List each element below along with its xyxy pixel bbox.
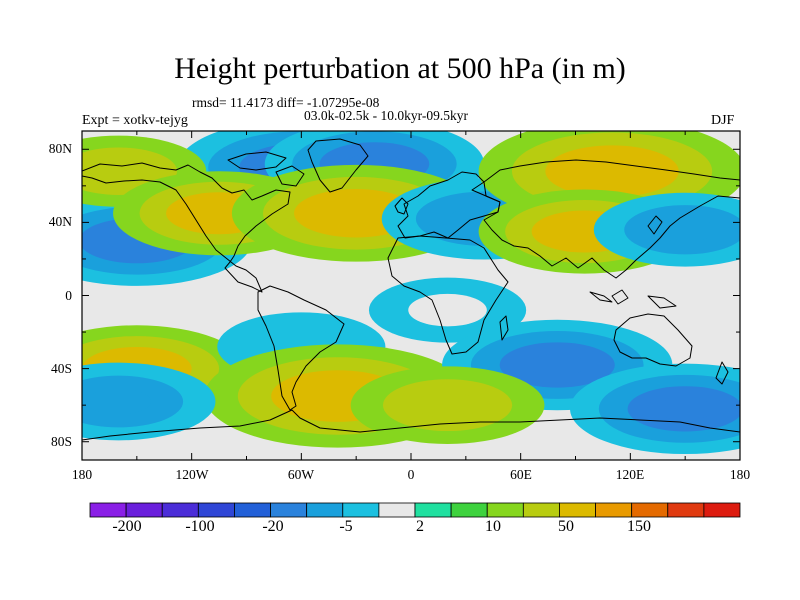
coast-europe [397, 171, 501, 239]
stats-text: rmsd= 11.4173 diff= -1.07295e-08 [192, 95, 380, 110]
colorbar-box [559, 502, 596, 518]
colorbar-box [89, 502, 127, 518]
season-label: DJF [711, 113, 735, 128]
colorbar-box [125, 502, 163, 518]
colorbar [89, 502, 741, 518]
coast-south-america [257, 285, 345, 411]
coast-madagascar [499, 315, 509, 341]
field-feature-7 [578, 158, 646, 185]
colorbar-box [414, 502, 452, 518]
y-tick-80n: 80N [48, 141, 72, 156]
field-feature-4 [192, 202, 246, 224]
colorbar-box [631, 502, 669, 518]
colorbar-box [522, 502, 560, 518]
colorbar-box [270, 502, 308, 518]
field-feature-3 [89, 159, 148, 184]
chart-title: Height perturbation at 500 hPa (in m) [174, 52, 626, 85]
colorbar-label-150: 150 [627, 518, 651, 535]
colorbar-label-m200: -200 [112, 518, 142, 535]
coastlines [82, 138, 740, 441]
x-tick-180e: 180 [729, 467, 751, 482]
colorbar-box [378, 502, 416, 518]
coast-new-guinea [647, 295, 677, 309]
axis-ticks [81, 131, 741, 460]
colorbar-label-10: 10 [485, 518, 501, 535]
colorbar-box [450, 502, 488, 518]
field-feature-5 [325, 201, 388, 226]
colorbar-label-m100: -100 [185, 518, 215, 535]
field-feature-15 [656, 397, 714, 421]
field-feature-13 [408, 293, 487, 327]
coast-australia [613, 313, 693, 367]
x-tick-60e: 60E [510, 467, 532, 482]
colorbar-label-50: 50 [558, 518, 574, 535]
coast-africa [387, 235, 509, 355]
colorbar-box [595, 502, 633, 518]
x-tick-0: 0 [407, 467, 415, 482]
coast-indonesia-1 [589, 291, 613, 303]
coast-greenland [307, 138, 369, 193]
coast-antarctica [82, 409, 740, 441]
coast-uk [394, 197, 409, 215]
x-tick-120e: 120E [615, 467, 645, 482]
y-tick-40n: 40N [48, 214, 72, 229]
x-tick-60w: 60W [287, 467, 315, 482]
field-feature-17 [415, 392, 480, 419]
field-layer [82, 131, 740, 460]
coast-canada-islands [227, 151, 287, 171]
field-feature-16 [86, 388, 151, 415]
coast-baffin [275, 165, 305, 187]
coast-north-america [82, 162, 291, 293]
colorbar-label-m20: -20 [262, 518, 284, 535]
coast-asia [483, 159, 740, 279]
y-tick-40s: 40S [50, 361, 72, 376]
field-feature-14 [528, 353, 587, 377]
coast-indonesia-2 [611, 289, 629, 305]
x-tick-120w: 120W [175, 467, 209, 482]
y-tick-eq: 0 [65, 288, 72, 303]
coast-new-zealand [715, 361, 729, 385]
x-tick-180w: 180 [71, 467, 93, 482]
colorbar-box [197, 502, 235, 518]
colorbar-label-m5: -5 [339, 518, 353, 535]
field-feature-9 [654, 217, 716, 243]
colorbar-box [486, 502, 524, 518]
experiment-label: Expt = xotkv-tejyg [82, 113, 188, 128]
period-text: 03.0k-02.5k - 10.0kyr-09.5kyr [304, 108, 468, 123]
colorbar-label-2: 2 [416, 518, 424, 535]
colorbar-box [306, 502, 344, 518]
colorbar-box [234, 502, 271, 518]
colorbar-box [703, 502, 741, 518]
colorbar-box [667, 502, 705, 518]
coast-japan [647, 215, 663, 235]
colorbar-box [342, 502, 380, 518]
y-tick-80s: 80S [50, 434, 72, 449]
colorbar-box [161, 502, 199, 518]
